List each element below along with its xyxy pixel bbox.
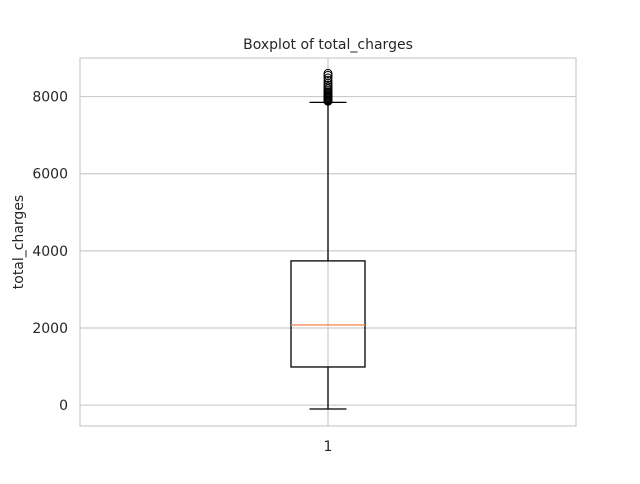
y-tick-label: 6000 [32,167,68,183]
y-axis-label: total_charges [11,195,27,289]
y-tick-label: 8000 [32,90,68,106]
chart-title: Boxplot of total_charges [243,37,413,53]
plot-frame [79,57,577,427]
outlier-point [323,68,333,78]
x-tick-label: 1 [324,439,333,455]
outlier-point [323,73,333,83]
ticks-layer: 0 2000 4000 6000 8000 1 [32,90,332,455]
outlier-point [323,75,333,85]
y-tick-label: 4000 [32,244,68,260]
y-tick-label: 0 [59,398,68,414]
y-tick-label: 2000 [32,321,68,337]
marks-layer [290,68,366,410]
iqr-box [290,260,366,368]
